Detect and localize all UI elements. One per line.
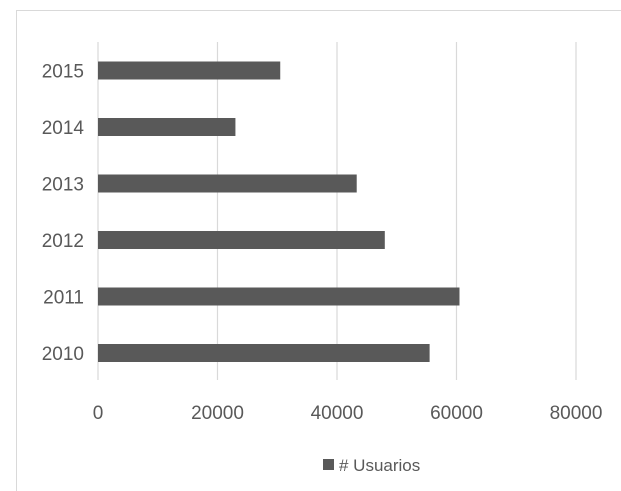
legend: # Usuarios — [323, 456, 420, 475]
y-tick-label: 2011 — [43, 288, 84, 309]
bar-2012 — [98, 231, 385, 249]
y-tick-label: 2012 — [42, 231, 84, 252]
bar-2011 — [98, 287, 460, 306]
bar-2010 — [98, 344, 430, 362]
legend-swatch — [323, 459, 334, 470]
y-tick-label: 2010 — [42, 344, 84, 365]
legend-label: # Usuarios — [339, 456, 420, 475]
bars — [98, 61, 460, 362]
y-tick-label: 2013 — [42, 175, 84, 196]
x-axis-labels: 0 20000 40000 60000 80000 — [93, 403, 603, 424]
x-tick-label: 40000 — [311, 403, 364, 424]
bar-2014 — [98, 118, 236, 136]
y-tick-label: 2015 — [42, 62, 84, 83]
x-tick-label: 0 — [93, 403, 104, 424]
x-tick-label: 80000 — [550, 403, 603, 424]
bar-2015 — [98, 61, 281, 80]
chart-frame — [16, 10, 621, 491]
x-tick-label: 60000 — [430, 403, 483, 424]
gridlines — [97, 42, 577, 380]
y-tick-label: 2014 — [42, 118, 85, 139]
bar-2013 — [98, 174, 357, 193]
x-tick-label: 20000 — [191, 403, 244, 424]
y-axis-labels: 2010 2011 2012 2013 2014 2015 — [42, 62, 85, 366]
